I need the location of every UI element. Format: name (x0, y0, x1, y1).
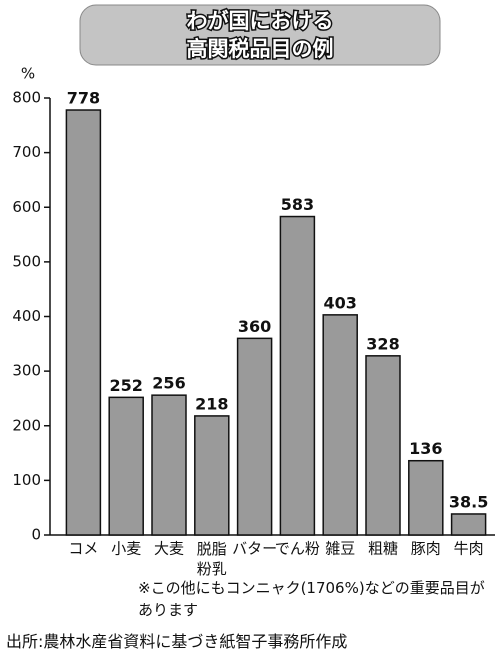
bar (450, 513, 487, 536)
value-label: 38.5 (449, 492, 488, 511)
y-axis-label: % (21, 65, 35, 83)
value-label: 403 (323, 293, 356, 312)
y-tick-label: 400 (12, 307, 41, 325)
value-label: 136 (409, 439, 442, 458)
source: 出所:農林水産省資料に基づき紙智子事務所作成 (6, 632, 348, 651)
x-tick-label: 豚肉 (411, 540, 441, 558)
value-label: 360 (238, 317, 271, 336)
value-label: 252 (109, 376, 142, 395)
x-tick-label: コメ (68, 540, 98, 558)
x-tick-label: 粗糖 (368, 540, 398, 558)
value-label: 778 (67, 89, 100, 108)
chart-subtitle: 高関税品目の例 (187, 37, 334, 61)
bar (236, 337, 273, 536)
bar (279, 215, 316, 536)
y-tick-label: 100 (12, 471, 41, 489)
bar (194, 415, 230, 536)
x-tick-label: 大麦 (154, 540, 184, 558)
note: ※この他にもコンニャク(1706%)などの重要品目があります (138, 579, 485, 619)
y-tick-label: 0 (31, 526, 41, 544)
y-tick-label: 300 (12, 362, 41, 380)
x-tick-label: 雑豆 (325, 540, 355, 558)
x-tick-label: バター (232, 540, 277, 558)
bar (151, 394, 187, 536)
y-tick-label: 200 (12, 416, 41, 434)
bar (408, 459, 444, 536)
bar (65, 109, 102, 536)
chart-title: わが国における (187, 9, 334, 33)
value-label: 218 (195, 394, 228, 413)
x-tick-label: 牛肉 (454, 540, 484, 558)
y-tick-label: 700 (12, 143, 41, 161)
bar (365, 355, 401, 536)
x-tick-label: 脱脂粉乳 (197, 540, 227, 578)
y-tick-label: 600 (12, 198, 41, 216)
bar (108, 396, 144, 536)
bar (322, 314, 358, 536)
value-label: 256 (152, 374, 185, 393)
value-label: 328 (366, 334, 399, 353)
x-tick-label: でん粉 (275, 540, 320, 558)
y-tick-label: 500 (12, 252, 41, 270)
value-label: 583 (281, 195, 314, 214)
y-tick-label: 800 (12, 89, 41, 107)
title-box (79, 4, 441, 66)
x-tick-label: 小麦 (111, 540, 141, 558)
